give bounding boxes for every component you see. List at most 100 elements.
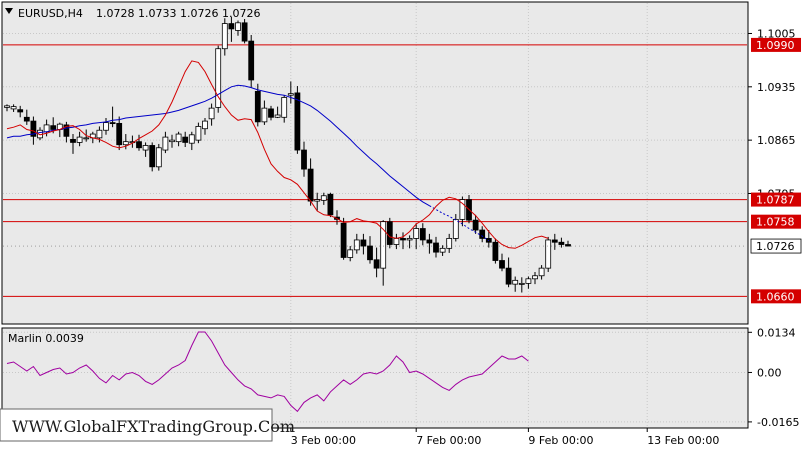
candle-47 <box>314 192 321 211</box>
candle-82 <box>545 236 552 272</box>
candle-body-46 <box>307 168 314 202</box>
candle-body-43 <box>287 93 294 96</box>
candle-22 <box>149 142 156 172</box>
candle-body-84 <box>558 241 565 245</box>
candle-body-21 <box>142 145 149 151</box>
candle-69 <box>459 196 466 227</box>
candle-body-77 <box>512 279 519 285</box>
moving-averages <box>6 60 549 249</box>
time-axis: 3 Feb 00:00 7 Feb 00:00 9 Feb 00:00 13 Feb … <box>290 428 719 447</box>
candle-61 <box>406 235 413 249</box>
candle-body-69 <box>459 199 466 220</box>
candle-34 <box>228 16 235 42</box>
candle-body-75 <box>499 260 505 269</box>
time-tick-label-3: 13 Feb 00:00 <box>647 434 719 447</box>
candle-body-15 <box>103 122 109 131</box>
candle-body-53 <box>353 239 360 251</box>
level-labels: 1.0990 1.0787 1.0758 1.0660 1.0726 <box>3 37 802 304</box>
candle-67 <box>446 233 453 253</box>
candle-body-4 <box>30 120 37 137</box>
candle-body-27 <box>182 136 189 143</box>
candle-41 <box>274 106 281 119</box>
candle-63 <box>419 223 426 246</box>
candle-28 <box>188 131 195 151</box>
current-price-text: 1.0726 <box>756 240 795 253</box>
candle-body-71 <box>472 219 479 231</box>
candle-80 <box>532 271 538 285</box>
ind-tick-label-1: 0.00 <box>757 366 782 379</box>
candle-body-44 <box>294 92 301 151</box>
candle-66 <box>439 245 446 256</box>
candle-body-60 <box>400 238 406 241</box>
candle-body-52 <box>347 249 354 258</box>
candle-56 <box>373 247 380 278</box>
candle-43 <box>287 81 294 104</box>
level-badge-text-0: 1.0990 <box>756 39 795 52</box>
candle-body-64 <box>426 239 433 244</box>
ma-slow-line <box>6 84 430 207</box>
candle-55 <box>367 236 373 264</box>
candle-body-28 <box>188 134 195 144</box>
candle-49 <box>327 192 334 218</box>
level-badge-bg-0 <box>751 37 801 52</box>
candle-body-29 <box>195 126 202 141</box>
candle-57 <box>380 220 387 286</box>
candle-body-20 <box>136 141 142 149</box>
candle-76 <box>505 257 512 288</box>
candle-body-33 <box>221 23 228 50</box>
candle-body-48 <box>320 195 327 201</box>
candle-body-80 <box>532 275 538 280</box>
candle-51 <box>340 217 347 260</box>
candle-body-40 <box>268 108 274 118</box>
watermark-text: WWW.GlobalFXTradingGroup.Com <box>12 417 295 436</box>
candle-body-38 <box>254 90 261 123</box>
candle-body-55 <box>367 245 373 261</box>
candle-75 <box>499 253 505 272</box>
candle-body-54 <box>360 239 367 247</box>
time-tick-label-2: 9 Feb 00:00 <box>528 434 593 447</box>
candle-3 <box>23 109 30 125</box>
candle-body-22 <box>149 145 156 168</box>
candle-40 <box>268 105 274 121</box>
symbol-label: EURUSD,H4 <box>18 7 83 20</box>
candle-body-41 <box>274 114 281 118</box>
level-badge-2: 1.0758 <box>751 214 801 229</box>
level-badge-0: 1.0990 <box>751 37 801 52</box>
candle-29 <box>195 122 202 144</box>
oscillator-group <box>6 331 529 413</box>
candle-53 <box>353 233 360 254</box>
candle-body-72 <box>479 229 486 239</box>
candle-body-39 <box>261 107 268 123</box>
candle-body-9 <box>63 124 70 137</box>
candle-18 <box>122 134 129 150</box>
candle-33 <box>221 18 228 56</box>
candle-body-82 <box>545 239 552 269</box>
candle-body-11 <box>76 136 83 143</box>
candle-body-57 <box>380 221 387 269</box>
candle-58 <box>386 217 393 249</box>
candle-body-59 <box>393 238 400 245</box>
candle-21 <box>142 142 149 157</box>
candle-body-10 <box>70 138 76 143</box>
candle-62 <box>413 223 420 250</box>
candle-body-31 <box>208 107 215 120</box>
candle-39 <box>261 100 268 125</box>
candle-body-17 <box>116 122 123 146</box>
main-grid <box>3 3 747 323</box>
candle-38 <box>254 83 261 127</box>
chart-menu-triangle-icon[interactable] <box>5 8 13 14</box>
candle-body-51 <box>340 222 347 258</box>
candle-body-83 <box>551 239 558 243</box>
candle-17 <box>116 116 123 151</box>
candle-body-34 <box>228 23 235 30</box>
candle-37 <box>248 35 255 88</box>
candle-64 <box>426 233 433 254</box>
candle-body-66 <box>439 247 446 253</box>
candle-1 <box>10 104 17 112</box>
candle-30 <box>202 118 208 135</box>
candle-body-49 <box>327 193 334 216</box>
candle-78 <box>518 277 525 293</box>
candle-83 <box>551 233 558 250</box>
watermark-banner: WWW.GlobalFXTradingGroup.Com <box>0 408 295 442</box>
